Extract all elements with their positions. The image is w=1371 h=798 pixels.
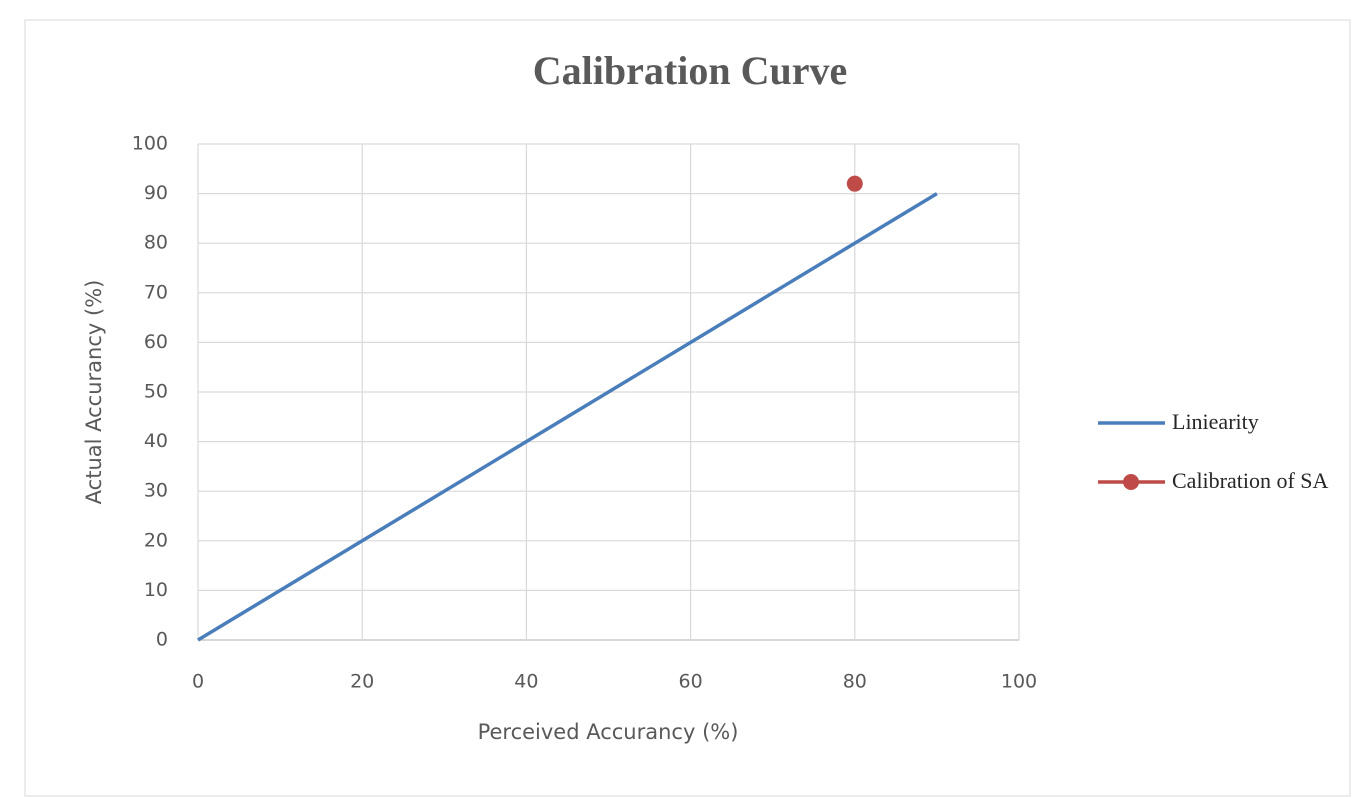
series-marker bbox=[846, 175, 863, 192]
x-tick-label: 60 bbox=[679, 671, 703, 693]
chart-frame bbox=[24, 19, 1351, 797]
chart-title: Calibration Curve bbox=[533, 48, 847, 93]
x-axis-label: Perceived Accurancy (%) bbox=[478, 720, 739, 744]
x-tick-label: 20 bbox=[350, 671, 374, 693]
y-axis-label: Actual Accurancy (%) bbox=[82, 280, 106, 505]
y-tick-label: 80 bbox=[144, 232, 168, 254]
y-tick-label: 100 bbox=[132, 133, 168, 155]
legend-label: Liniearity bbox=[1172, 409, 1259, 434]
legend-marker bbox=[1123, 474, 1139, 490]
y-tick-label: 40 bbox=[144, 430, 168, 452]
y-tick-label: 70 bbox=[144, 281, 168, 303]
y-tick-label: 50 bbox=[144, 381, 168, 403]
x-tick-label: 40 bbox=[514, 671, 538, 693]
y-tick-label: 20 bbox=[144, 529, 168, 551]
y-tick-label: 0 bbox=[156, 629, 168, 651]
series-line bbox=[197, 192, 938, 642]
x-tick-label: 100 bbox=[1001, 671, 1037, 693]
x-tick-label: 0 bbox=[192, 671, 204, 693]
y-tick-label: 10 bbox=[144, 579, 168, 601]
x-tick-label: 80 bbox=[843, 671, 867, 693]
y-tick-label: 90 bbox=[144, 182, 168, 204]
legend-label: Calibration of SA bbox=[1172, 468, 1329, 493]
y-tick-label: 60 bbox=[144, 331, 168, 353]
y-tick-label: 30 bbox=[144, 480, 168, 502]
